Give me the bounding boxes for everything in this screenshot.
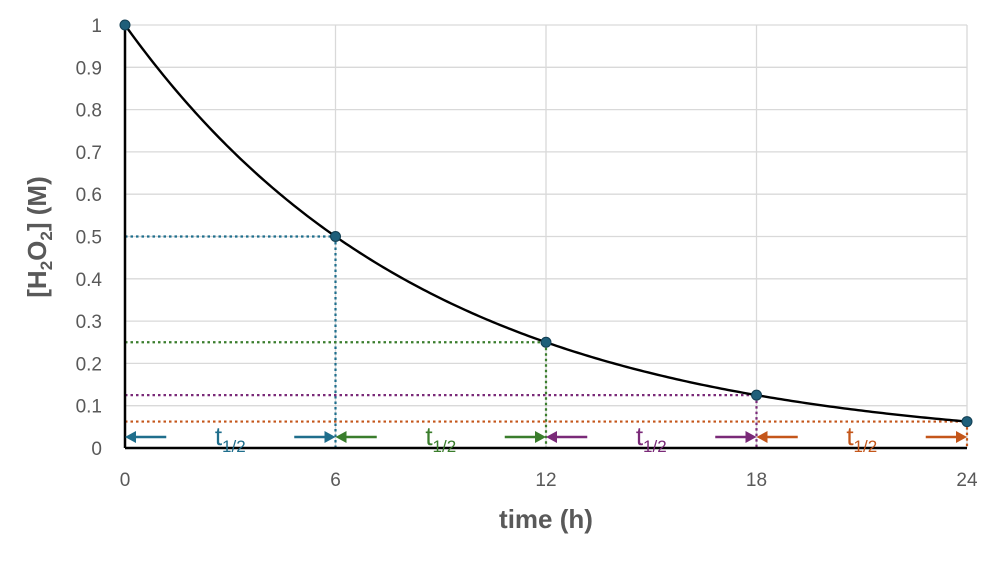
x-tick-label: 6	[330, 470, 341, 491]
arrow-head-left	[335, 431, 347, 443]
half-life-label-sub: 1/2	[433, 437, 457, 456]
data-points	[119, 19, 973, 428]
half-life-label-t: t	[636, 421, 644, 451]
y-tick-label: 0.3	[76, 312, 102, 333]
arrow-head-right	[324, 431, 336, 443]
half-life-label-t: t	[215, 421, 223, 451]
half-life-arrows: t1/2 t1/2 t1/2 t1/2	[125, 421, 967, 456]
x-tick-label: 24	[956, 470, 978, 491]
half-life-guides	[125, 235, 969, 448]
half-life-arrow: t1/2	[546, 421, 757, 456]
half-life-arrow: t1/2	[335, 421, 546, 456]
y-axis-title-close: ] (M)	[22, 176, 52, 231]
y-tick-label: 1	[91, 16, 102, 37]
data-point	[751, 389, 762, 401]
data-point	[540, 336, 552, 348]
arrow-head-left	[546, 431, 557, 443]
tick-labels: 0 0.1 0.2 0.3 0.4 0.5 0.6 0.7 0.8 0.9 1 0 6 12 18 24	[76, 16, 978, 491]
y-tick-label: 0	[91, 439, 102, 460]
y-tick-label: 0.4	[76, 270, 103, 291]
grid-lines	[125, 24, 968, 448]
half-life-label-sub: 1/2	[854, 437, 878, 456]
x-tick-label: 18	[746, 470, 767, 491]
x-tick-label: 0	[120, 470, 131, 491]
half-life-label: t1/2	[846, 421, 877, 456]
half-life-label-t: t	[846, 421, 854, 451]
half-life-label-t: t	[425, 421, 433, 451]
axes	[123, 25, 967, 450]
data-point	[961, 416, 973, 428]
y-tick-label: 0.7	[76, 143, 102, 164]
y-tick-label: 0.9	[76, 58, 102, 79]
x-tick-label: 12	[535, 470, 556, 491]
half-life-label: t1/2	[215, 421, 246, 456]
y-tick-label: 0.6	[76, 185, 102, 206]
arrow-head-left	[756, 431, 768, 443]
y-tick-label: 0.1	[76, 397, 102, 418]
data-point	[330, 231, 341, 242]
y-tick-label: 0.8	[76, 101, 102, 122]
y-axis-title: [H2O2] (M)	[22, 176, 56, 297]
half-life-arrow: t1/2	[756, 421, 967, 456]
half-life-label-sub: 1/2	[222, 437, 246, 456]
arrow-head-left	[125, 431, 136, 443]
half-life-arrow: t1/2	[125, 421, 336, 456]
y-axis-title-open: [H	[22, 270, 52, 297]
x-axis-title: time (h)	[499, 504, 593, 534]
arrow-head-right	[745, 431, 757, 443]
y-axis-title-sub2: 2	[37, 231, 56, 240]
half-life-label-sub: 1/2	[643, 437, 667, 456]
data-point	[119, 19, 131, 31]
half-life-label: t1/2	[425, 421, 456, 456]
y-axis-title-sub1: 2	[37, 261, 56, 270]
half-life-label: t1/2	[636, 421, 667, 456]
y-tick-label: 0.2	[76, 354, 102, 375]
y-axis-title-mid: O	[22, 241, 52, 261]
y-tick-label: 0.5	[76, 228, 102, 249]
arrow-head-right	[956, 431, 967, 443]
arrow-head-right	[535, 431, 546, 443]
